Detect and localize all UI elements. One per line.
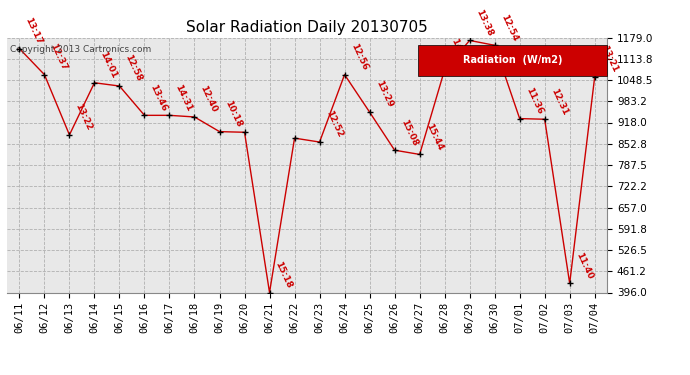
Text: 12:54: 12:54 (499, 13, 519, 42)
Text: 13:17: 13:17 (23, 16, 44, 46)
Text: 13:21: 13:21 (599, 44, 619, 74)
Text: 12:40: 12:40 (199, 84, 219, 114)
Text: 11:40: 11:40 (574, 251, 594, 280)
Text: Copyright 2013 Cartronics.com: Copyright 2013 Cartronics.com (10, 45, 151, 54)
Text: 13:22: 13:22 (74, 102, 94, 132)
Text: 12:52: 12:52 (324, 110, 344, 139)
Text: 12:31: 12:31 (549, 87, 569, 117)
Text: 14:31: 14:31 (174, 83, 194, 112)
Text: 15:08: 15:08 (399, 118, 419, 147)
Text: 13:46: 13:46 (148, 83, 169, 112)
Text: 14:24: 14:24 (448, 37, 469, 67)
Text: 15:44: 15:44 (424, 122, 444, 152)
Text: 15:18: 15:18 (274, 260, 294, 290)
Text: 12:56: 12:56 (348, 42, 369, 72)
Text: 12:37: 12:37 (48, 42, 69, 72)
Text: 12:58: 12:58 (124, 54, 144, 83)
Text: 13:29: 13:29 (374, 80, 394, 109)
FancyBboxPatch shape (418, 45, 607, 76)
Text: Radiation  (W/m2): Radiation (W/m2) (463, 56, 563, 66)
Title: Solar Radiation Daily 20130705: Solar Radiation Daily 20130705 (186, 20, 428, 35)
Text: 13:38: 13:38 (474, 8, 494, 38)
Text: 10:18: 10:18 (224, 99, 244, 129)
Text: 11:36: 11:36 (524, 86, 544, 116)
Text: 14:01: 14:01 (99, 50, 119, 80)
